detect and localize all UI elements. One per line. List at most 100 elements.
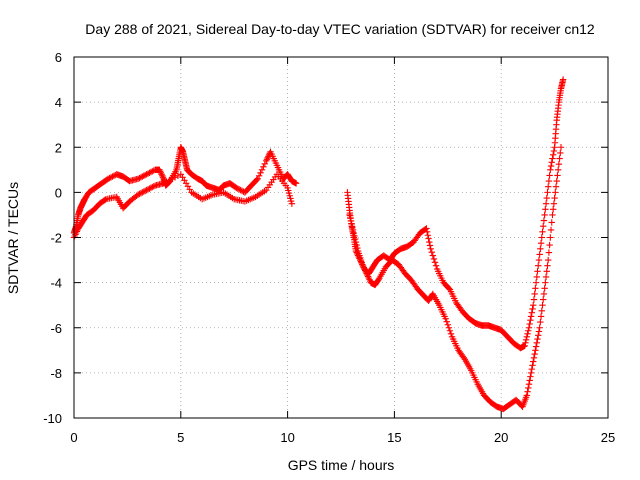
data-point	[537, 313, 545, 320]
data-point	[540, 290, 548, 298]
chart-title: Day 288 of 2021, Sidereal Day-to-day VTE…	[85, 21, 595, 37]
data-point	[557, 144, 565, 151]
data-point	[423, 225, 430, 232]
data-point	[539, 301, 546, 309]
data-point	[349, 226, 357, 234]
grid	[74, 57, 608, 418]
data-point	[143, 171, 150, 178]
data-point	[524, 330, 531, 337]
data-point	[542, 200, 550, 207]
x-tick-label: 0	[70, 430, 77, 445]
data-point	[532, 343, 540, 350]
data-point	[143, 186, 150, 194]
data-point	[425, 235, 432, 242]
data-point	[235, 186, 243, 193]
data-point	[430, 255, 438, 263]
data-point	[556, 155, 563, 162]
data-point	[149, 183, 156, 191]
data-point	[544, 256, 552, 264]
data-point	[528, 309, 536, 316]
data-point	[353, 241, 360, 249]
x-tick-label: 25	[601, 430, 615, 445]
data-point	[533, 339, 540, 346]
data-point	[292, 180, 300, 187]
data-point	[171, 174, 179, 181]
data-point	[134, 175, 142, 183]
data-point	[423, 228, 431, 236]
data-point	[547, 234, 554, 241]
data-point	[142, 171, 149, 179]
data-point	[352, 238, 360, 246]
data-point	[444, 321, 451, 328]
data-point	[136, 174, 143, 182]
data-point	[73, 228, 81, 235]
data-point	[426, 242, 434, 249]
data-point	[523, 392, 531, 399]
data-point	[538, 234, 545, 241]
data-point	[525, 384, 532, 392]
x-axis-label: GPS time / hours	[288, 457, 395, 473]
data-point	[431, 259, 439, 266]
data-point	[429, 252, 437, 259]
data-point	[158, 171, 165, 178]
data-point	[552, 189, 559, 196]
data-point	[288, 200, 296, 207]
data-point	[547, 226, 555, 234]
data-point	[536, 251, 543, 258]
data-point	[559, 76, 567, 83]
data-point	[347, 217, 355, 225]
data-point	[445, 324, 453, 331]
data-point	[253, 176, 260, 184]
data-point	[263, 156, 271, 163]
data-point	[544, 189, 551, 196]
data-point	[359, 262, 367, 270]
series-group	[346, 144, 565, 413]
data-point	[107, 174, 115, 181]
data-point	[101, 196, 109, 204]
data-point	[552, 183, 560, 190]
data-point	[544, 183, 552, 190]
data-point	[134, 191, 142, 198]
data-point	[237, 186, 244, 194]
data-point	[363, 270, 370, 277]
data-point	[550, 147, 558, 155]
data-point	[530, 301, 537, 309]
data-point	[254, 175, 261, 183]
data-point	[443, 318, 450, 325]
data-point	[553, 177, 560, 185]
data-point	[547, 166, 554, 174]
data-point	[549, 155, 556, 162]
data-point	[257, 169, 264, 177]
data-point	[140, 172, 147, 180]
data-point	[547, 162, 555, 170]
data-point	[537, 318, 544, 326]
data-point	[72, 231, 79, 238]
data-point	[260, 163, 267, 171]
data-point	[525, 324, 533, 331]
data-point	[362, 268, 370, 276]
data-point	[447, 330, 455, 337]
data-point	[149, 168, 156, 175]
data-point	[445, 285, 453, 292]
data-point	[428, 248, 435, 256]
data-point	[538, 307, 545, 315]
y-tick-label: -4	[50, 276, 62, 291]
data-point	[554, 172, 561, 179]
data-point	[543, 268, 550, 275]
data-point	[144, 170, 152, 177]
data-point	[361, 265, 368, 273]
y-tick-label: -6	[50, 321, 62, 336]
data-point	[360, 264, 367, 271]
data-point	[551, 194, 558, 202]
data-point	[144, 186, 152, 193]
data-point	[530, 296, 538, 303]
data-point	[349, 223, 356, 231]
data-point	[364, 271, 371, 279]
data-point	[255, 172, 263, 180]
data-point	[531, 290, 538, 298]
data-point	[554, 166, 562, 174]
data-point	[548, 219, 555, 226]
data-point	[527, 313, 535, 320]
data-point	[526, 320, 533, 328]
data-point	[71, 232, 78, 240]
